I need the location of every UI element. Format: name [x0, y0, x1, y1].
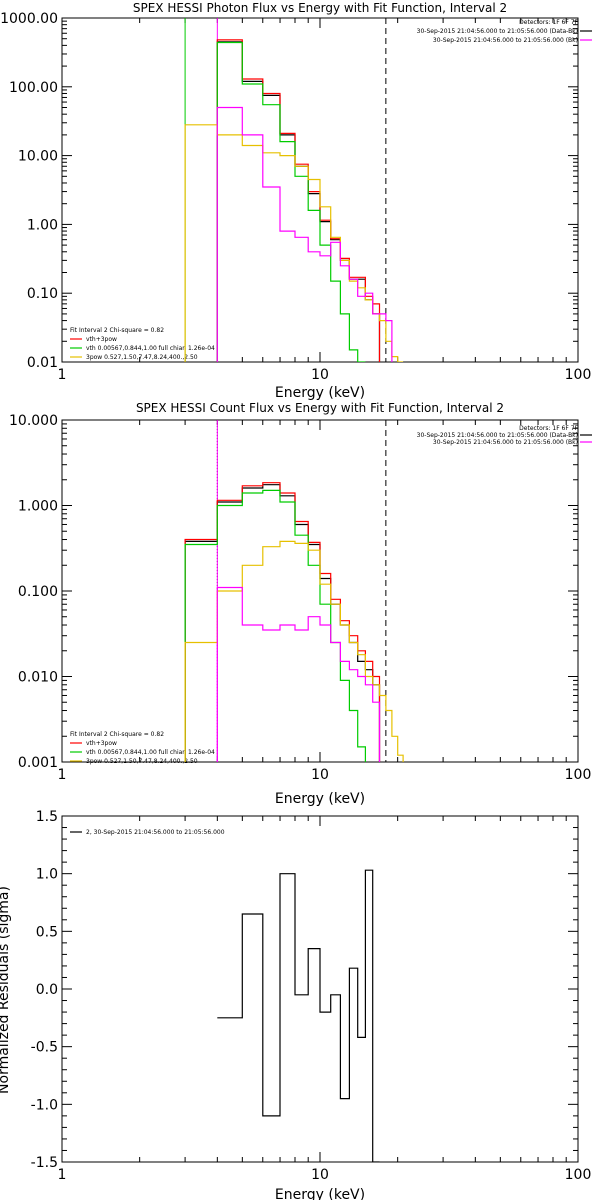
- residuals-y-tick-label: -1.5: [31, 1155, 58, 1171]
- count-flux-y-tick-label: 0.100: [18, 584, 58, 600]
- count-flux-data-interval: 30-Sep-2015 21:04:56.000 to 21:05:56.000…: [417, 432, 578, 439]
- count-flux-y-tick-label: 0.010: [18, 670, 58, 686]
- residuals-y-tick-label: 0.0: [36, 982, 58, 998]
- photon-flux-legend-entry-1: vth+3pow: [86, 336, 117, 343]
- residuals-xlabel: Energy (keV): [275, 1187, 365, 1200]
- residuals-x-tick-label: 1: [58, 1167, 67, 1183]
- residuals-y-tick-label: -0.5: [31, 1040, 58, 1056]
- count-flux-y-tick-label: 10.000: [9, 413, 58, 429]
- photon-flux-legend-entry-3: 3pow 0.527,1.50,7.47,8.24,400.,2.50: [86, 354, 198, 361]
- count-flux-y-tick-label: 1.000: [18, 499, 58, 515]
- count-flux-legend-entry-1: vth+3pow: [86, 740, 117, 747]
- residuals-x-tick-label: 10: [311, 1167, 329, 1183]
- photon-flux-legend-title: Fit Interval 2 Chi-square = 0.82: [70, 327, 164, 334]
- residuals-ylabel: Normalized Residuals (sigma): [0, 886, 12, 1094]
- count-flux-series-bk: [216, 586, 381, 762]
- count-flux-title: SPEX HESSI Count Flux vs Energy with Fit…: [136, 401, 504, 415]
- count-flux-xlabel: Energy (keV): [275, 791, 365, 807]
- residuals-x-tick-label: 100: [565, 1167, 592, 1183]
- count-flux-detectors: Detectors: 1F 6F 7F: [519, 425, 578, 432]
- photon-flux-bk-interval: 30-Sep-2015 21:04:56.000 to 21:05:56.000…: [433, 37, 578, 44]
- photon-flux-series-vth: [216, 41, 366, 362]
- photon-flux-y-tick-label: 0.01: [27, 355, 58, 371]
- photon-flux-y-tick-label: 0.10: [27, 286, 58, 302]
- photon-flux-series-bk: [216, 106, 393, 362]
- count-flux-bk-interval: 30-Sep-2015 21:04:56.000 to 21:05:56.000…: [433, 439, 578, 446]
- count-flux-panel: SPEX HESSI Count Flux vs Energy with Fit…: [9, 401, 592, 807]
- photon-flux-y-tick-label: 1.00: [27, 217, 58, 233]
- photon-flux-detectors: Detectors: 1F 6F 7F: [519, 19, 578, 26]
- residuals-y-tick-label: 1.0: [36, 867, 58, 883]
- photon-flux-x-tick-label: 10: [311, 367, 329, 383]
- residuals-y-tick-label: -1.0: [31, 1097, 58, 1113]
- count-flux-x-tick-label: 10: [311, 767, 329, 783]
- count-flux-legend-title: Fit Interval 2 Chi-square = 0.82: [70, 731, 164, 738]
- residuals-panel: Energy (keV) Normalized Residuals (sigma…: [0, 809, 592, 1203]
- count-flux-x-tick-label: 100: [565, 767, 592, 783]
- photon-flux-x-tick-label: 1: [58, 367, 67, 383]
- photon-flux-y-tick-label: 100.00: [9, 80, 58, 96]
- photon-flux-data-interval: 30-Sep-2015 21:04:56.000 to 21:05:56.000…: [417, 28, 578, 35]
- photon-flux-y-tick-label: 10.00: [18, 149, 58, 165]
- photon-flux-x-tick-label: 100: [565, 367, 592, 383]
- residuals-legend-entry: 2, 30-Sep-2015 21:04:56.000 to 21:05:56.…: [86, 829, 225, 836]
- residuals-y-tick-label: 1.5: [36, 809, 58, 825]
- photon-flux-legend-entry-2: vth 0.00567,0.844,1.00 full chian 1.26e-…: [86, 345, 215, 352]
- residuals-series-2-30-sep-2015-21-04-56-000-to-21-05-56-000: [217, 869, 380, 1162]
- photon-flux-panel: SPEX HESSI Photon Flux vs Energy with Fi…: [0, 1, 592, 401]
- count-flux-legend-entry-2: vth 0.00567,0.844,1.00 full chian 1.26e-…: [86, 749, 215, 756]
- count-flux-x-tick-label: 1: [58, 767, 67, 783]
- residuals-y-tick-label: 0.5: [36, 924, 58, 940]
- photon-flux-title: SPEX HESSI Photon Flux vs Energy with Fi…: [133, 1, 507, 15]
- photon-flux-y-tick-label: 1000.00: [0, 11, 58, 27]
- photon-flux-xlabel: Energy (keV): [275, 385, 365, 401]
- count-flux-series-3pow: [184, 540, 404, 762]
- count-flux-y-tick-label: 0.001: [18, 755, 58, 771]
